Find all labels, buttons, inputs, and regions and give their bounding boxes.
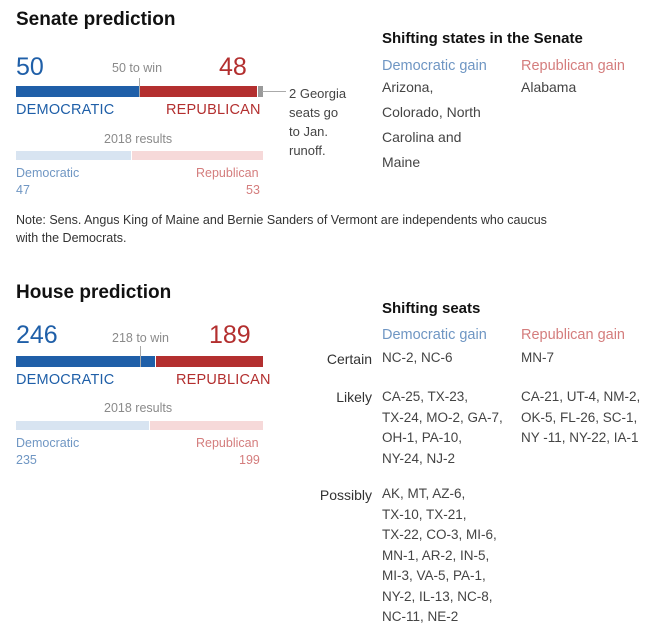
georgia-note-line: seats go [289,105,339,120]
list-item: Colorado, North [382,104,481,120]
note-line: Note: Sens. Angus King of Maine and Bern… [16,213,547,227]
likely-dem-list: CA-25, TX-23, TX-24, MO-2, GA-7, OH-1, P… [382,387,503,469]
house-2018-dem-bar [16,421,149,430]
house-dem-count: 246 [16,321,58,349]
senate-shift-title: Shifting states in the Senate [382,30,583,47]
georgia-note-line: to Jan. [289,124,329,139]
house-2018-dem-label: Democratic [16,436,80,450]
house-win-line [139,346,141,367]
house-rep-label: REPUBLICAN [176,372,271,388]
senate-2018-dem-bar [16,151,132,160]
senate-rep-label: REPUBLICAN [166,102,261,118]
senate-dem-bar [16,86,139,97]
list-item: TX-24, MO-2, GA-7, [382,409,503,425]
house-shift-title: Shifting seats [382,300,481,317]
house-2018-rep-value: 199 [239,453,260,467]
list-item: Arizona, [382,79,434,95]
row-label-possibly: Possibly [319,487,372,503]
senate-rep-bar [139,86,258,97]
senate-2018-dem-label: Democratic [16,166,80,180]
house-dem-label: DEMOCRATIC [16,372,115,388]
senate-2018-rep-bar [132,151,263,160]
list-item: NY -11, NY-22, IA-1 [521,430,639,445]
certain-rep-list: MN-7 [521,348,554,369]
georgia-leader-line [262,91,286,92]
list-item: NC-2, NC-6 [382,350,453,365]
senate-note: Note: Sens. Angus King of Maine and Bern… [16,211,547,247]
house-shift-rep-header: Republican gain [521,327,625,343]
house-dem-bar [16,356,155,367]
house-rep-count: 189 [209,321,251,349]
possibly-dem-list: AK, MT, AZ-6, TX-10, TX-21, TX-22, CO-3,… [382,484,497,628]
senate-2018-dem-value: 47 [16,183,30,197]
list-item: Carolina and [382,129,462,145]
list-item: NC-11, NE-2 [382,609,459,624]
list-item: Maine [382,154,421,170]
senate-shift-dem-list: Arizona, Colorado, North Carolina and Ma… [382,75,481,175]
senate-dem-count: 50 [16,53,44,81]
list-item: OK-5, FL-26, SC-1, [521,409,638,425]
list-item: CA-21, UT-4, NM-2, [521,389,641,404]
certain-dem-list: NC-2, NC-6 [382,348,453,369]
georgia-note-line: runoff. [289,143,326,158]
senate-2018-rep-label: Republican [196,166,259,180]
list-item: MI-3, VA-5, PA-1, [382,568,486,583]
house-title: House prediction [16,282,172,303]
senate-2018-results-label: 2018 results [104,132,173,146]
senate-to-win-label: 50 to win [112,61,163,75]
list-item: Alabama [521,79,577,95]
row-label-certain: Certain [326,351,372,367]
senate-dem-label: DEMOCRATIC [16,102,115,118]
senate-2018-rep-value: 53 [246,183,260,197]
house-2018-rep-bar [149,421,263,430]
senate-shift-dem-header: Democratic gain [382,58,487,74]
list-item: MN-1, AR-2, IN-5, [382,547,490,563]
list-item: OH-1, PA-10, [382,430,463,445]
list-item: NY-2, IL-13, NC-8, [382,588,493,604]
note-line: with the Democrats. [16,231,127,245]
senate-shift-rep-header: Republican gain [521,58,625,74]
house-shift-dem-header: Democratic gain [382,327,487,343]
list-item: NY-24, NJ-2 [382,450,456,466]
senate-title: Senate prediction [16,9,176,30]
list-item: TX-10, TX-21, [382,506,467,522]
house-to-win-label: 218 to win [112,331,169,345]
georgia-note-line: 2 Georgia [289,86,347,101]
house-rep-bar [155,356,263,367]
list-item: MN-7 [521,350,554,365]
house-2018-results-label: 2018 results [104,401,173,415]
senate-undecided-bar [258,86,263,97]
list-item: TX-22, CO-3, MI-6, [382,527,497,542]
list-item: AK, MT, AZ-6, [382,486,466,501]
house-2018-dem-value: 235 [16,453,37,467]
house-2018-rep-label: Republican [196,436,259,450]
list-item: CA-25, TX-23, [382,389,469,404]
senate-shift-rep-list: Alabama [521,75,576,100]
senate-win-line [138,78,140,97]
row-label-likely: Likely [336,389,372,405]
likely-rep-list: CA-21, UT-4, NM-2, OK-5, FL-26, SC-1, NY… [521,387,640,449]
georgia-note: 2 Georgia seats go to Jan. runoff. [289,84,346,160]
senate-rep-count: 48 [219,53,247,81]
